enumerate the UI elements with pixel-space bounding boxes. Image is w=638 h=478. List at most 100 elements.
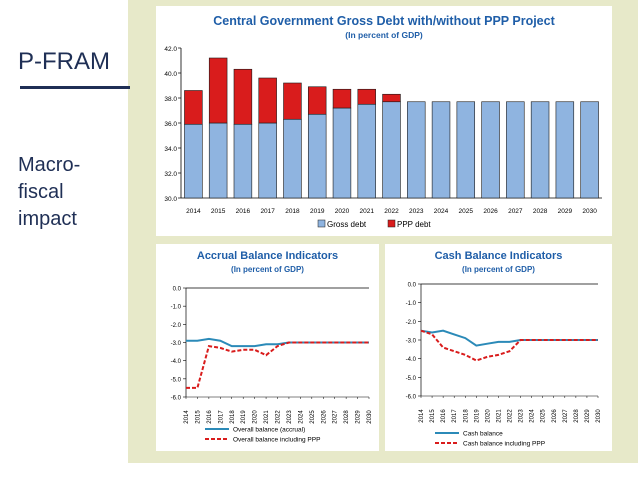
y-tick-label: 0.0 [408,283,417,289]
legend-swatch-gross-debt [317,219,326,228]
title-underline [20,86,130,89]
chart-title: Central Government Gross Debt with/witho… [213,14,555,28]
x-tick-label: 2024 [530,409,536,423]
x-tick-label: 2028 [344,410,350,424]
x-tick-label: 2019 [310,208,325,215]
x-tick-label: 2029 [585,409,591,423]
bar-ppp-debt [258,77,277,124]
series-line-solid [186,337,369,348]
x-tick-label: 2016 [236,208,251,215]
y-tick-label: -5.0 [171,377,182,383]
bar-gross-debt [506,101,525,199]
x-tick-label: 2024 [298,410,304,424]
y-tick-label: -1.0 [406,301,417,307]
x-tick-label: 2029 [558,208,573,215]
bar-gross-debt [184,123,203,199]
x-tick-label: 2022 [384,208,399,215]
bar-gross-debt [580,101,599,199]
bar-gross-debt [555,101,575,199]
bar-gross-debt [530,101,550,199]
y-tick-label: -6.0 [406,395,417,401]
y-tick-label: 42.0 [164,46,177,53]
y-tick-label: 30.0 [164,196,177,203]
x-tick-label: 2020 [485,409,491,423]
bar-ppp-debt [382,93,401,103]
y-tick-label: -1.0 [171,305,182,311]
x-tick-label: 2023 [519,409,525,423]
bar-ppp-debt [332,88,352,109]
x-tick-label: 2028 [533,208,548,215]
x-tick-label: 2019 [241,410,247,424]
bar-gross-debt [382,101,401,199]
x-tick-label: 2015 [430,409,436,423]
x-tick-label: 2014 [184,410,190,424]
bar-ppp-debt [233,68,253,125]
x-tick-label: 2018 [463,409,469,423]
x-tick-label: 2015 [195,410,201,424]
bar-gross-debt [357,103,376,199]
x-tick-label: 2017 [218,410,224,424]
slide-title: P-FRAM [18,48,110,75]
x-tick-label: 2028 [574,409,580,423]
y-tick-label: -6.0 [171,396,182,402]
chart-subtitle: (In percent of GDP) [231,265,304,274]
y-tick-label: -4.0 [406,357,417,363]
x-tick-label: 2020 [253,410,259,424]
y-tick-label: -3.0 [171,341,182,347]
bar-ppp-debt [184,90,203,125]
bar-ppp-debt [307,86,327,115]
legend-label: Overall balance including PPP [233,437,320,444]
cash-balance-chart-svg: Cash Balance Indicators (In percent of GD… [406,250,602,448]
y-tick-label: 38.0 [164,96,177,103]
x-tick-label: 2030 [596,409,602,423]
legend-label: Cash balance [463,431,503,438]
accrual-balance-chart: Accrual Balance Indicators (In percent of… [156,244,379,451]
y-tick-label: 36.0 [164,121,177,128]
x-tick-label: 2018 [285,208,300,215]
x-tick-label: 2025 [541,409,547,423]
bar-ppp-debt [208,57,228,124]
series-line-dashed [186,341,369,389]
bar-gross-debt [407,101,426,199]
x-tick-label: 2021 [496,409,502,423]
x-tick-label: 2030 [367,410,373,424]
x-tick-label: 2029 [356,410,362,424]
slide-side-text: Macro- fiscal impact [18,154,81,230]
x-tick-label: 2027 [333,410,339,424]
bar-gross-debt [456,101,476,199]
x-tick-label: 2017 [452,409,458,423]
series-line-dashed [420,329,598,362]
bar-gross-debt [307,113,327,199]
x-tick-label: 2022 [276,410,282,424]
bar-ppp-debt [357,88,376,105]
y-tick-label: -2.0 [171,323,182,329]
gross-debt-chart: Central Government Gross Debt with/witho… [156,6,612,236]
series-line-solid [420,329,598,347]
bar-gross-debt [233,123,253,199]
x-tick-label: 2024 [434,208,449,215]
bar-gross-debt [332,107,352,199]
y-tick-label: 32.0 [164,171,177,178]
y-tick-label: -3.0 [406,339,417,345]
x-tick-label: 2023 [287,410,293,424]
x-tick-label: 2023 [409,208,424,215]
chart-title: Accrual Balance Indicators [197,250,338,262]
gross-debt-chart-svg: Central Government Gross Debt with/witho… [164,14,602,229]
y-tick-label: 40.0 [164,71,177,78]
bar-gross-debt [481,101,500,199]
legend-label-gross-debt: Gross debt [327,220,367,229]
chart-subtitle: (In percent of GDP) [345,30,423,40]
x-tick-label: 2014 [419,409,425,423]
legend-swatch-ppp-debt [387,219,396,228]
y-tick-label: 34.0 [164,146,177,153]
x-tick-label: 2021 [264,410,270,424]
x-tick-label: 2022 [508,409,514,423]
x-tick-label: 2020 [335,208,350,215]
x-tick-label: 2025 [310,410,316,424]
y-tick-label: -2.0 [406,320,417,326]
x-tick-label: 2030 [582,208,597,215]
bar-gross-debt [283,118,302,199]
bar-gross-debt [258,122,277,199]
x-tick-label: 2016 [441,409,447,423]
x-tick-label: 2017 [260,208,275,215]
